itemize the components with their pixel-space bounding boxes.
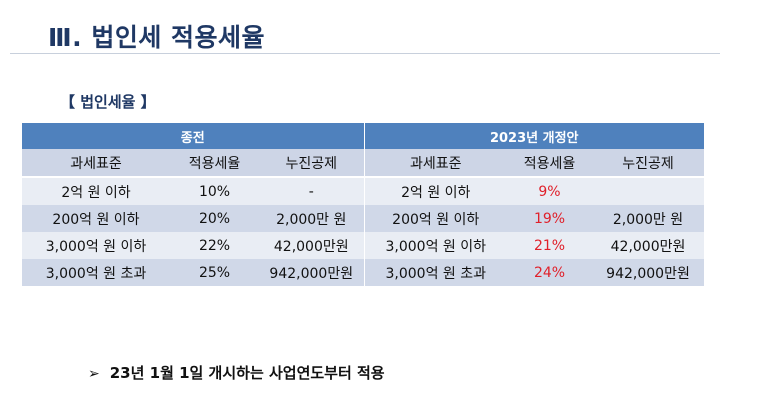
column-header-row: 과세표준 적용세율 누진공제 과세표준 적용세율 누진공제 [22,149,704,178]
column-header-rate-previous: 적용세율 [170,149,259,178]
table-row: 3,000억 원 초과 25% 942,000만원 3,000억 원 초과 24… [22,259,704,286]
column-header-deduction-revised: 누진공제 [592,149,704,178]
table-cell: 25% [170,259,259,286]
column-header-tax-base-previous: 과세표준 [22,149,170,178]
effective-date-note: ➢ 23년 1월 1일 개시하는 사업연도부터 적용 [88,362,385,383]
section-label: 【 법인세율 】 [60,93,156,111]
arrow-bullet-icon: ➢ [88,366,100,382]
table-cell: 2억 원 이하 [22,177,170,205]
page-title: Ⅲ. 법인세 적용세율 [48,23,266,52]
table-cell: - [259,177,365,205]
table-cell: 942,000만원 [259,259,365,286]
table-cell-new-rate: 19% [507,205,592,232]
table-cell: 42,000만원 [259,232,365,259]
table-cell: 3,000억 원 이하 [22,232,170,259]
table-cell: 42,000만원 [592,232,704,259]
table-row: 3,000억 원 이하 22% 42,000만원 3,000억 원 이하 21%… [22,232,704,259]
group-header-row: 종전 2023년 개정안 [22,123,704,149]
table-cell: 3,000억 원 초과 [22,259,170,286]
title-divider [10,53,720,54]
table-cell-new-rate: 9% [507,177,592,205]
table-row: 200억 원 이하 20% 2,000만 원 200억 원 이하 19% 2,0… [22,205,704,232]
table-cell [592,177,704,205]
group-header-revised: 2023년 개정안 [364,123,704,149]
table-cell: 2,000만 원 [259,205,365,232]
table-cell: 2,000만 원 [592,205,704,232]
table-cell: 200억 원 이하 [22,205,170,232]
table-cell: 942,000만원 [592,259,704,286]
table-cell-new-rate: 24% [507,259,592,286]
table-cell: 2억 원 이하 [364,177,507,205]
table-cell: 20% [170,205,259,232]
table-cell: 10% [170,177,259,205]
tax-rate-table: 종전 2023년 개정안 과세표준 적용세율 누진공제 과세표준 적용세율 누진… [22,123,704,286]
table-cell: 200억 원 이하 [364,205,507,232]
group-header-previous: 종전 [22,123,365,149]
table-cell: 3,000억 원 초과 [364,259,507,286]
note-text: 23년 1월 1일 개시하는 사업연도부터 적용 [109,364,385,382]
table-cell-new-rate: 21% [507,232,592,259]
table-cell: 3,000억 원 이하 [364,232,507,259]
column-header-deduction-previous: 누진공제 [259,149,365,178]
table-cell: 22% [170,232,259,259]
column-header-rate-revised: 적용세율 [507,149,592,178]
table-row: 2억 원 이하 10% - 2억 원 이하 9% [22,177,704,205]
column-header-tax-base-revised: 과세표준 [364,149,507,178]
